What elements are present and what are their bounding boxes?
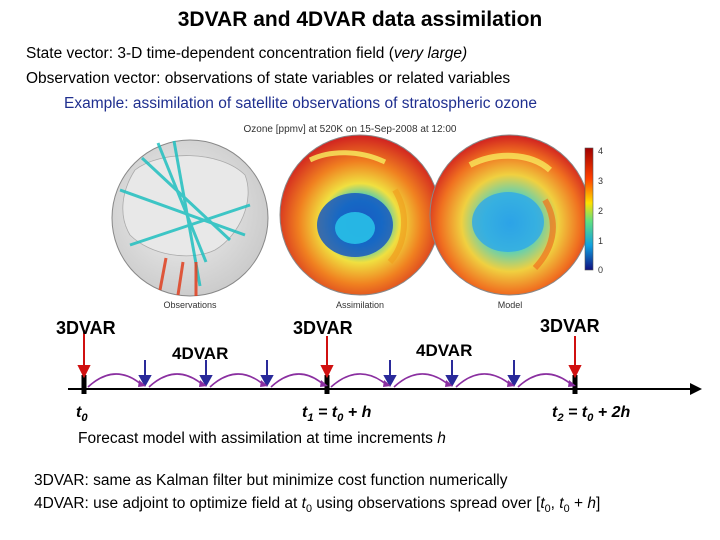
label-3dvar-t0: 3DVAR <box>56 318 116 338</box>
assimilation-globe: Assimilation <box>279 134 441 310</box>
colorbar-tick-4: 4 <box>598 146 603 156</box>
example-line: Example: assimilation of satellite obser… <box>64 95 537 112</box>
caption-observations: Observations <box>163 300 217 310</box>
forecast-caption: Forecast model with assimilation at time… <box>78 430 446 447</box>
label-3dvar-t1: 3DVAR <box>293 318 353 338</box>
label-4dvar-first: 4DVAR <box>172 344 229 363</box>
observation-arrows <box>138 360 521 388</box>
label-3dvar-t2: 3DVAR <box>540 316 600 336</box>
colorbar-tick-2: 2 <box>598 206 603 216</box>
slide-title: 3DVAR and 4DVAR data assimilation <box>177 8 543 31</box>
observations-globe: Observations <box>111 139 269 310</box>
observation-vector-line: Observation vector: observations of stat… <box>26 70 511 87</box>
caption-assimilation: Assimilation <box>336 300 384 310</box>
state-vector-line: State vector: 3-D time-dependent concent… <box>26 45 467 63</box>
state-vector-italic: very large) <box>393 45 468 62</box>
caption-model: Model <box>498 300 523 310</box>
time-axis-arrowhead <box>690 383 702 395</box>
model-globe: Model <box>429 134 591 310</box>
timeline <box>68 330 702 395</box>
label-t0: t0 <box>76 404 88 425</box>
forecast-arcs <box>87 373 573 388</box>
label-t2: t2 = t0 + 2h <box>552 404 631 425</box>
explanation-4dvar: 4DVAR: use adjoint to optimize field at … <box>34 495 601 516</box>
label-t1: t1 = t0 + h <box>302 404 372 425</box>
figure-title: Ozone [ppmv] at 520K on 15-Sep-2008 at 1… <box>244 124 457 135</box>
satellite-tracks <box>119 140 251 287</box>
label-4dvar-second: 4DVAR <box>416 341 473 360</box>
explanation-3dvar: 3DVAR: same as Kalman filter but minimiz… <box>34 472 508 489</box>
colorbar-tick-3: 3 <box>598 176 603 186</box>
state-vector-text: State vector: 3-D time-dependent concent… <box>26 45 394 62</box>
colorbar-tick-0: 0 <box>598 265 603 275</box>
colorbar-tick-1: 1 <box>598 236 603 246</box>
colorbar: 4 3 2 1 0 <box>584 146 603 275</box>
